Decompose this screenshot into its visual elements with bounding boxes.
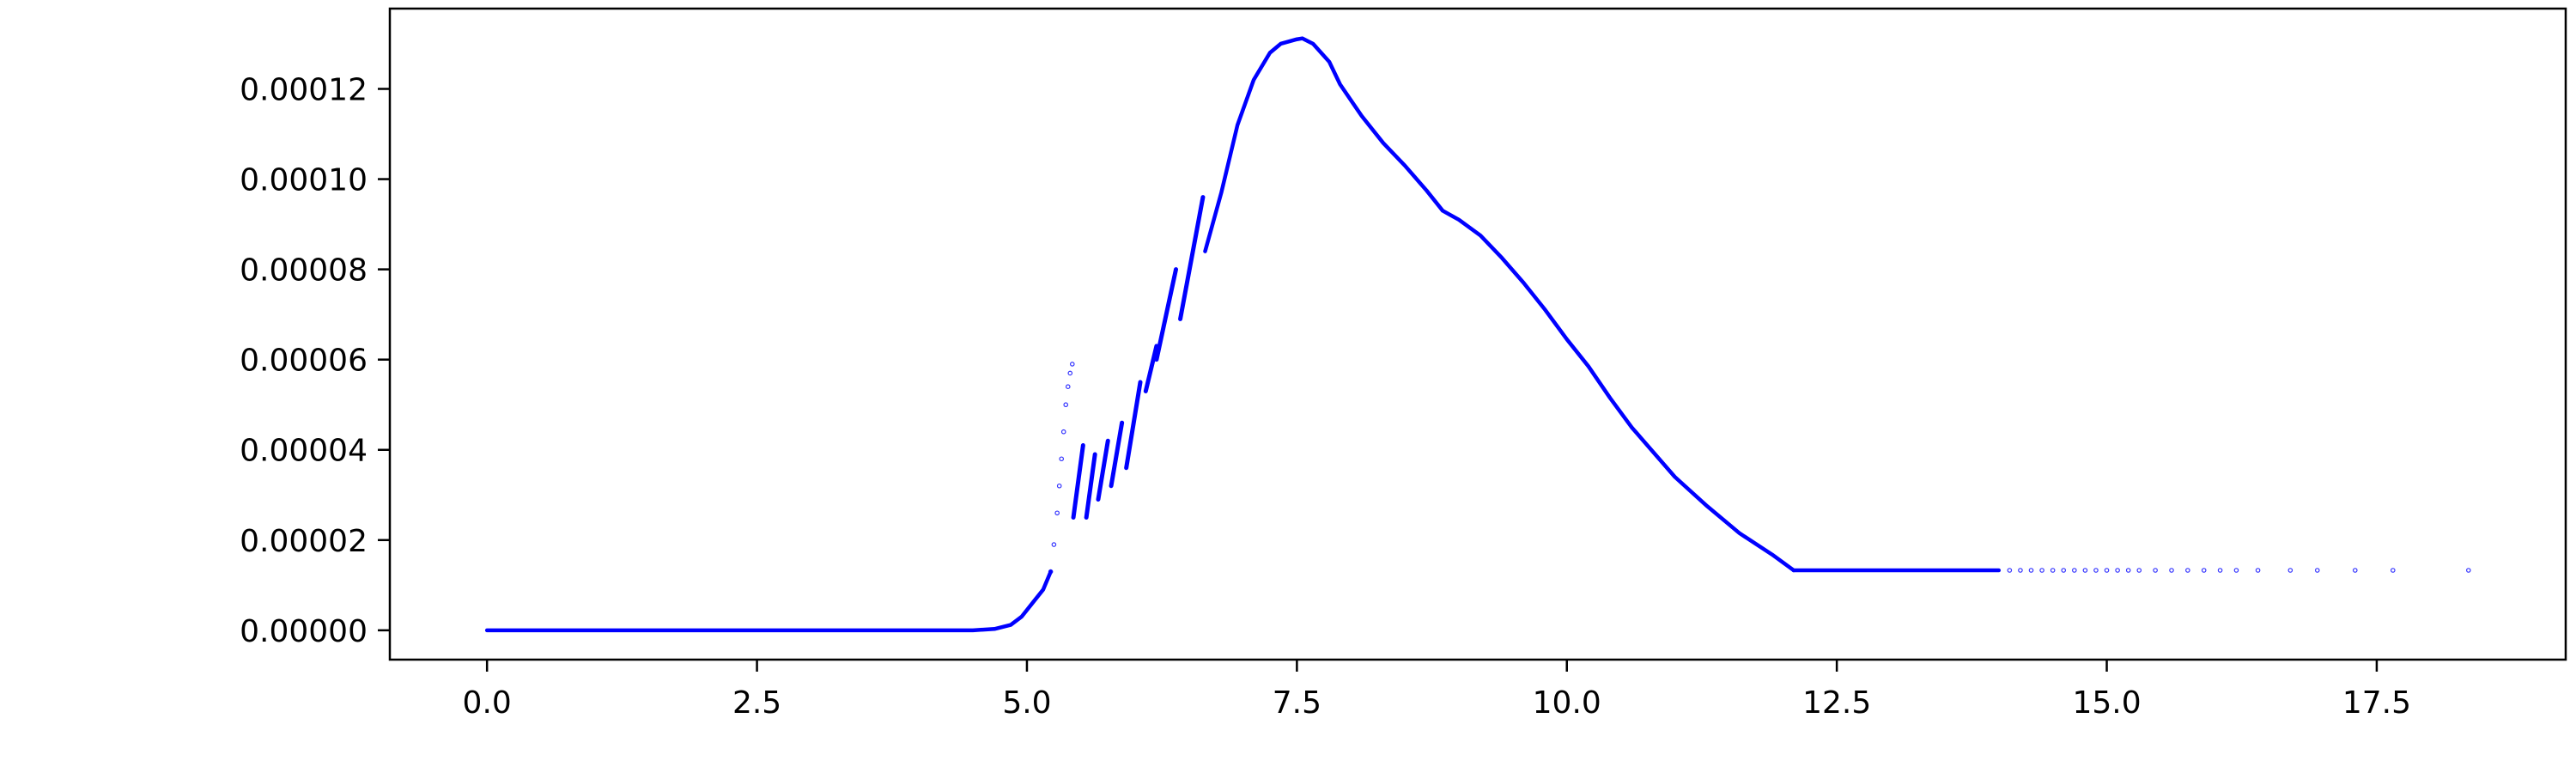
x-tick-label: 2.5	[732, 685, 781, 721]
data-point	[2136, 568, 2142, 573]
data-point	[2390, 568, 2396, 573]
data-point	[1067, 370, 1073, 376]
y-tick-label: 0.00000	[240, 614, 368, 649]
data-point	[2018, 568, 2023, 573]
series-segment	[1143, 344, 1159, 393]
series-curve	[1203, 36, 1796, 573]
data-point	[2314, 568, 2320, 573]
data-point	[1059, 456, 1065, 462]
x-tick-label: 10.0	[1533, 685, 1601, 721]
x-tick-label: 15.0	[2072, 685, 2141, 721]
data-point	[1065, 384, 1071, 390]
data-point	[2093, 568, 2099, 573]
data-point	[1063, 402, 1069, 408]
data-point	[2115, 568, 2120, 573]
y-tick-label: 0.00002	[240, 524, 368, 559]
data-point	[2185, 568, 2190, 573]
series-segment	[1084, 452, 1097, 520]
plot-frame	[388, 7, 2567, 661]
data-point	[2104, 568, 2110, 573]
y-tick-label: 0.00006	[240, 344, 368, 379]
data-point	[2201, 568, 2207, 573]
data-point	[1060, 429, 1066, 435]
data-point	[1051, 542, 1057, 547]
series-segment	[1071, 442, 1085, 520]
data-point	[2061, 568, 2067, 573]
data-point	[1054, 510, 1060, 516]
data-point	[2039, 568, 2044, 573]
data-point	[2072, 568, 2077, 573]
y-tick-label: 0.00010	[240, 163, 368, 198]
series-segment	[1109, 420, 1125, 489]
x-tick-label: 12.5	[1802, 685, 1871, 721]
data-point	[2028, 568, 2034, 573]
y-axis: 0.00000 0.00002 0.00004 0.00006 0.00008 0.000…	[240, 73, 390, 649]
data-point	[2466, 568, 2471, 573]
data-point	[2287, 568, 2293, 573]
data-point	[2050, 568, 2056, 573]
data-point	[2233, 568, 2239, 573]
data-point	[2125, 568, 2131, 573]
x-axis: 0.0 2.5 5.0 7.5 10.0 12.5 15.0 17.5	[463, 660, 2411, 721]
data-point	[2007, 568, 2013, 573]
data-point	[2352, 568, 2358, 573]
marks-layer	[484, 36, 2471, 633]
y-tick-label: 0.00008	[240, 253, 368, 289]
series-segment	[1154, 267, 1179, 362]
x-tick-label: 17.5	[2342, 685, 2411, 721]
plot-area	[390, 9, 2566, 660]
x-tick-label: 0.0	[463, 685, 512, 721]
y-tick-label: 0.00004	[240, 434, 368, 469]
series-segment	[1096, 438, 1110, 502]
data-point	[2169, 568, 2174, 573]
data-point	[2153, 568, 2158, 573]
data-point	[2082, 568, 2088, 573]
y-tick-label: 0.00012	[240, 73, 368, 108]
data-point	[2255, 568, 2261, 573]
x-tick-label: 7.5	[1273, 685, 1321, 721]
data-point	[1056, 483, 1062, 489]
data-point	[1048, 569, 1054, 575]
series-segment	[1178, 195, 1206, 321]
x-tick-label: 5.0	[1002, 685, 1051, 721]
data-point	[2217, 568, 2223, 573]
series-segment	[1124, 380, 1143, 471]
data-point	[1069, 362, 1075, 367]
series-curve	[484, 569, 1053, 633]
